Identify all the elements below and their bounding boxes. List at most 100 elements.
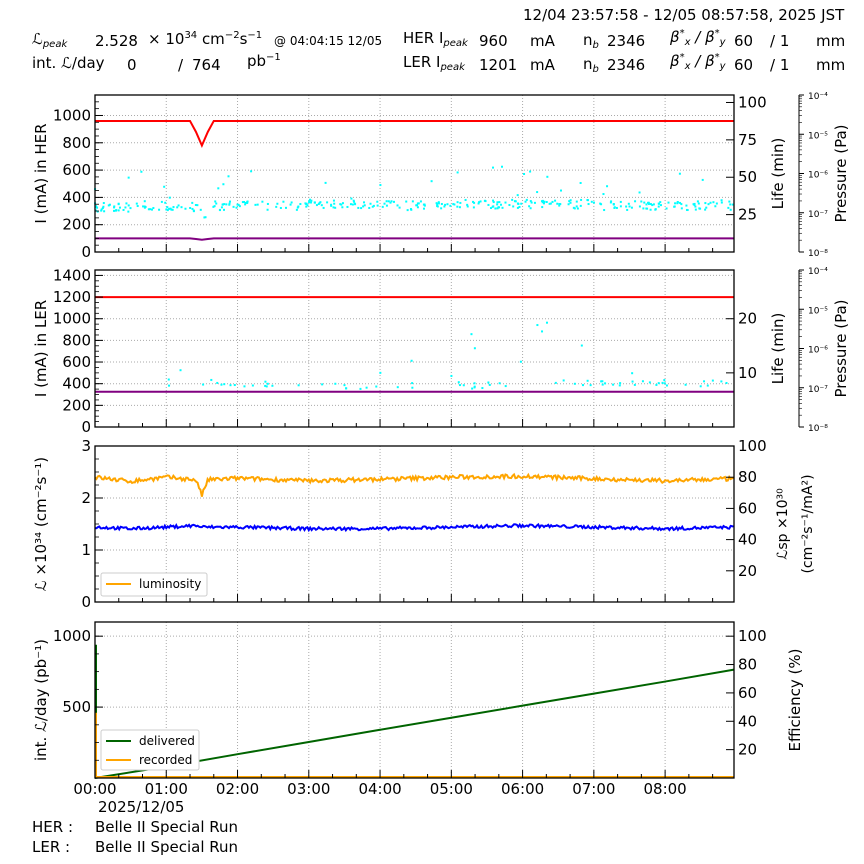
right-tick-label: 60 <box>738 499 757 517</box>
lifetime-point <box>372 204 375 207</box>
lifetime-point <box>330 204 333 207</box>
lifetime-point <box>631 372 634 375</box>
lifetime-point <box>169 207 172 210</box>
time-range: 12/04 23:57:58 - 12/05 08:57:58, 2025 JS… <box>523 6 845 24</box>
lifetime-point <box>699 385 702 388</box>
lifetime-point <box>315 204 318 207</box>
lifetime-point <box>389 201 392 204</box>
lifetime-point <box>246 201 249 204</box>
lifetime-point <box>508 204 511 207</box>
lifetime-point <box>554 381 557 384</box>
lifetime-point <box>456 205 459 208</box>
lifetime-point <box>235 206 238 209</box>
lifetime-point <box>581 384 584 387</box>
lifetime-point <box>371 205 374 208</box>
lifetime-point <box>545 321 548 324</box>
lifetime-point <box>243 201 246 204</box>
lifetime-point <box>473 347 476 350</box>
lifetime-point <box>167 378 170 381</box>
lifetime-point <box>554 199 557 202</box>
lifetime-point <box>212 205 215 208</box>
x-date-label: 2025/12/05 <box>98 798 184 816</box>
x-tick-label: 07:00 <box>572 780 615 798</box>
ler-ipeak-label: LER Ipeak <box>403 53 465 73</box>
lifetime-point <box>694 205 697 208</box>
lifetime-point <box>600 380 603 383</box>
y-tick-label: 800 <box>62 331 91 349</box>
lifetime-point <box>705 206 708 209</box>
lifetime-point <box>685 208 688 211</box>
lifetime-point <box>330 203 333 206</box>
lifetime-point <box>541 206 544 209</box>
lifetime-point <box>363 201 366 204</box>
lifetime-point <box>113 209 116 212</box>
lifetime-point <box>96 206 99 209</box>
pressure-tick-label: 10⁻⁸ <box>808 249 828 259</box>
lifetime-point <box>220 206 223 209</box>
lifetime-point <box>645 203 648 206</box>
lifetime-point <box>244 201 247 204</box>
lifetime-point <box>266 208 269 211</box>
lifetime-point <box>415 204 418 207</box>
lifetime-point <box>472 206 475 209</box>
panel-3: luminosity 0 1 2 3 ℒ ×10³⁴ (cm⁻²s⁻¹) 20 40 60 80 1… <box>32 437 816 611</box>
lifetime-point <box>362 205 365 208</box>
lifetime-point <box>308 201 311 204</box>
lpeak-label: ℒpeak <box>32 30 68 50</box>
lifetime-point <box>411 386 414 389</box>
y-tick-label: 1000 <box>53 106 91 124</box>
lifetime-point <box>254 203 257 206</box>
her-beta-y: / 1 <box>770 32 790 50</box>
lifetime-point <box>229 200 232 203</box>
lifetime-point <box>223 203 226 206</box>
lifetime-point <box>357 206 360 209</box>
lifetime-point <box>423 203 426 206</box>
lifetime-point <box>233 384 236 387</box>
lifetime-point <box>295 208 298 211</box>
lifetime-point <box>297 384 300 387</box>
y-tick-label: 600 <box>62 161 91 179</box>
lifetime-point <box>589 384 592 387</box>
lifetime-point <box>652 203 655 206</box>
legend-label-delivered: delivered <box>139 734 195 748</box>
lifetime-point <box>238 205 241 208</box>
lifetime-point <box>728 200 731 203</box>
x-tick-label: 01:00 <box>145 780 188 798</box>
lifetime-point <box>213 205 216 208</box>
lifetime-point <box>299 203 302 206</box>
right-tick-label: 20 <box>738 741 757 759</box>
lifetime-point <box>387 200 390 203</box>
y-axis-label: int. ℒ/day (pb⁻¹) <box>32 639 50 761</box>
lifetime-point <box>191 201 194 204</box>
her-nb: 2346 <box>607 32 646 50</box>
y-axis-label: ℒ ×10³⁴ (cm⁻²s⁻¹) <box>32 457 50 591</box>
lifetime-point <box>492 201 495 204</box>
lifetime-point <box>601 380 604 383</box>
lifetime-point <box>320 204 323 207</box>
lifetime-point <box>221 203 224 206</box>
lifetime-point <box>319 201 322 204</box>
lifetime-point <box>102 202 105 205</box>
x-tick-label: 00:00 <box>73 780 116 798</box>
lifetime-point <box>619 382 622 385</box>
lifetime-point <box>172 206 175 209</box>
lifetime-point <box>192 210 195 213</box>
lifetime-point <box>419 200 422 203</box>
lifetime-point <box>191 207 194 210</box>
lifetime-point <box>500 165 503 168</box>
lifetime-point <box>256 203 259 206</box>
lifetime-point <box>352 199 355 202</box>
lifetime-point <box>216 381 219 384</box>
lifetime-point <box>520 202 523 205</box>
her-beta-x: 60 <box>734 32 754 50</box>
lifetime-point <box>630 206 633 209</box>
lifetime-point <box>199 208 202 211</box>
lifetime-point <box>457 381 460 384</box>
right-tick-label: 80 <box>738 468 757 486</box>
lifetime-point <box>556 202 559 205</box>
lifetime-point <box>410 359 413 362</box>
lifetime-point <box>504 201 507 204</box>
x-tick-label: 04:00 <box>358 780 401 798</box>
lifetime-point <box>345 387 348 390</box>
